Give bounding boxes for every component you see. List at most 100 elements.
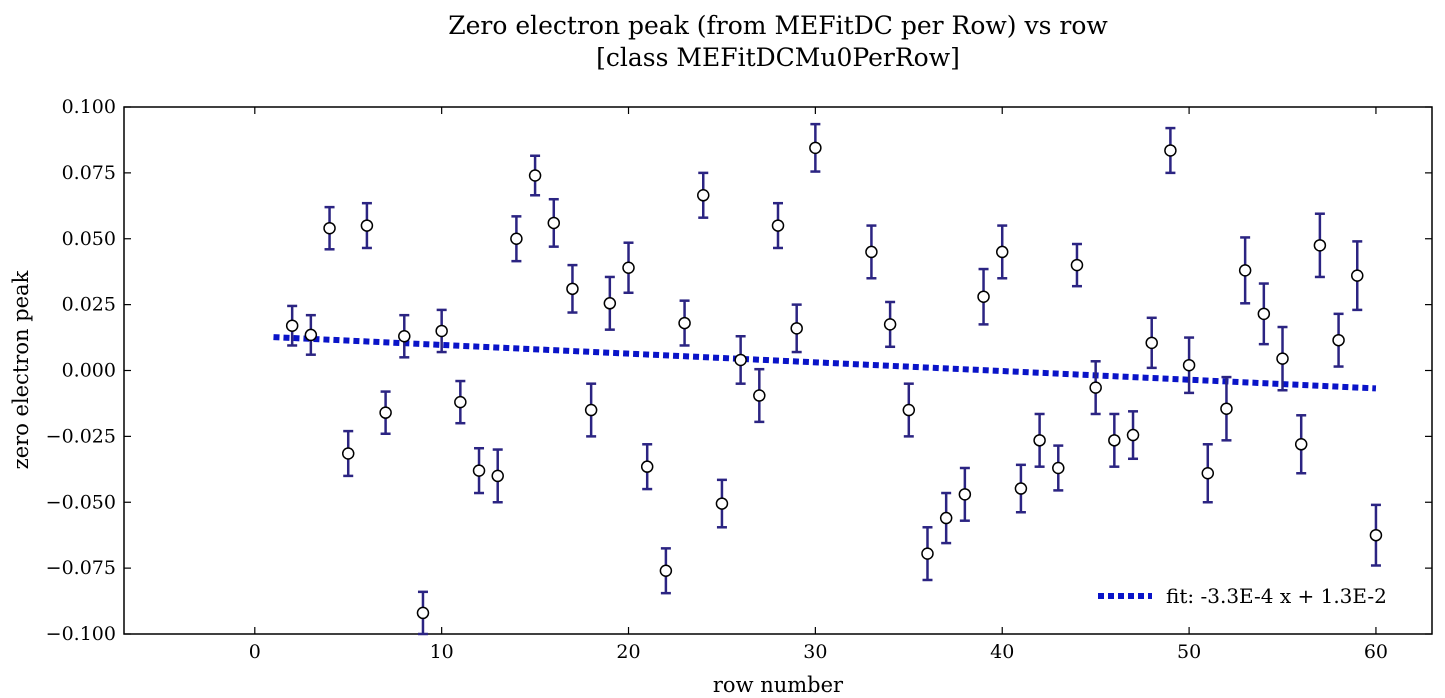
point-marker <box>304 328 318 342</box>
data-point <box>921 526 934 582</box>
data-point <box>1070 242 1084 288</box>
data-point <box>1089 360 1102 416</box>
point-marker <box>547 216 561 230</box>
y-tick-label: 0.000 <box>62 360 116 382</box>
point-marker <box>285 319 299 332</box>
data-point <box>715 478 729 529</box>
point-marker <box>360 219 374 232</box>
data-point <box>1033 412 1046 468</box>
x-tick-label: 10 <box>430 641 454 663</box>
data-point <box>1014 463 1028 514</box>
x-tick-label: 0 <box>249 641 261 663</box>
point-marker <box>697 189 710 202</box>
data-point <box>1313 212 1327 279</box>
point-marker <box>865 245 878 259</box>
point-marker <box>1351 269 1364 282</box>
data-point <box>360 201 374 250</box>
data-point <box>528 154 542 197</box>
y-axis-label: zero electron peak <box>9 270 33 469</box>
point-marker <box>472 464 486 477</box>
data-point <box>584 382 598 438</box>
plot-frame <box>123 106 1433 635</box>
point-marker <box>939 511 953 525</box>
point-marker <box>1164 144 1177 157</box>
x-tick-label: 30 <box>803 641 827 663</box>
data-point <box>1332 312 1345 368</box>
point-marker <box>1145 336 1158 350</box>
x-tick-label: 20 <box>616 641 640 663</box>
data-point <box>1220 375 1233 442</box>
point-marker <box>1313 239 1327 252</box>
data-point <box>678 299 691 347</box>
point-marker <box>528 169 542 182</box>
point-marker <box>883 318 897 331</box>
data-point <box>1257 282 1271 346</box>
point-marker <box>379 406 392 419</box>
data-point <box>977 267 990 326</box>
data-point <box>454 379 467 425</box>
data-point <box>622 241 635 295</box>
data-point <box>753 367 766 424</box>
data-point <box>398 313 411 359</box>
point-marker <box>734 353 747 367</box>
point-marker <box>921 547 934 560</box>
point-marker <box>902 403 916 417</box>
point-marker <box>491 469 504 483</box>
data-point <box>1294 414 1308 475</box>
data-point <box>435 308 448 354</box>
data-point <box>1164 126 1177 175</box>
point-marker <box>753 389 766 402</box>
data-point <box>1276 325 1289 392</box>
axis-ticks: 0 10 20 30 40 50 60 0.100 0.075 0.050 0.025 0.000 −0… <box>46 96 1432 663</box>
point-marker <box>1014 482 1028 495</box>
y-tick-label: 0.025 <box>62 294 116 316</box>
data-point <box>734 334 747 385</box>
point-marker <box>341 447 355 460</box>
data-point <box>547 197 561 248</box>
chart-title: Zero electron peak (from MEFitDC per Row… <box>448 11 1108 40</box>
data-point <box>939 491 953 545</box>
data-point <box>379 390 392 435</box>
point-marker <box>659 564 673 578</box>
data-point <box>285 304 299 347</box>
point-marker <box>1332 333 1345 347</box>
point-marker <box>958 488 972 501</box>
data-point <box>640 443 654 491</box>
point-marker <box>1108 434 1121 447</box>
point-marker <box>398 329 411 343</box>
data-point <box>566 263 579 314</box>
data-point <box>1369 503 1383 567</box>
point-marker <box>771 219 785 232</box>
legend: fit: -3.3E-4 x + 1.3E-2 <box>1098 584 1387 608</box>
data-points-layer <box>285 122 1383 636</box>
point-marker <box>584 403 598 417</box>
data-point <box>865 224 878 280</box>
legend-fit-label: fit: -3.3E-4 x + 1.3E-2 <box>1166 584 1387 608</box>
point-marker <box>1294 438 1308 451</box>
point-marker <box>678 316 691 330</box>
point-marker <box>640 460 654 473</box>
data-point <box>809 122 822 173</box>
x-axis-label: row number <box>713 673 844 697</box>
data-point <box>510 215 523 263</box>
y-tick-label: −0.075 <box>46 557 116 579</box>
data-point <box>1351 240 1364 312</box>
point-marker <box>510 232 523 245</box>
data-point <box>995 224 1009 280</box>
data-point <box>491 448 504 504</box>
point-marker <box>435 324 448 338</box>
data-point <box>416 590 430 636</box>
point-marker <box>1238 264 1252 277</box>
point-marker <box>977 290 990 303</box>
data-point <box>472 446 486 495</box>
data-point <box>1182 336 1196 395</box>
data-point <box>1108 412 1121 468</box>
point-marker <box>1089 381 1102 394</box>
point-marker <box>995 245 1009 259</box>
data-point <box>659 547 673 595</box>
data-point <box>771 201 785 250</box>
point-marker <box>1033 434 1046 447</box>
data-point <box>603 275 617 331</box>
data-point <box>304 313 318 356</box>
